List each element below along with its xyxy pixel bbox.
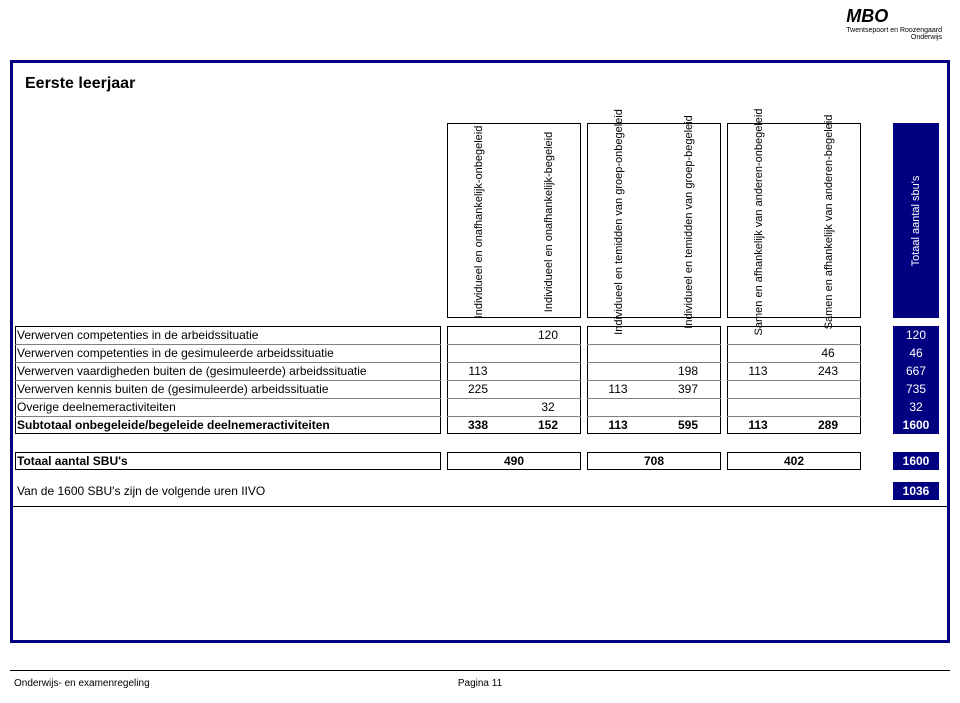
table-cell: 338 — [447, 416, 509, 434]
table-cell — [447, 398, 509, 416]
iivo-total: 1036 — [893, 482, 939, 500]
footer-left: Onderwijs- en examenregeling — [14, 678, 150, 689]
total-header: Totaal aantal sbu's — [893, 123, 939, 318]
table-cell — [727, 380, 789, 398]
table-cell: 32 — [517, 398, 579, 416]
row-label: Verwerven vaardigheden buiten de (gesimu… — [17, 362, 441, 380]
row-total: 32 — [893, 398, 939, 416]
table-cell — [517, 362, 579, 380]
table-cell — [587, 326, 649, 344]
table-cell: 243 — [797, 362, 859, 380]
table-cell — [657, 326, 719, 344]
outer-frame: Eerste leerjaar Individueel en onafhanke… — [10, 60, 950, 643]
table-cell: 113 — [587, 380, 649, 398]
table-cell — [587, 362, 649, 380]
table-cell: 120 — [517, 326, 579, 344]
table-cell — [727, 398, 789, 416]
totals-pair: 708 — [587, 452, 721, 470]
table-cell: 595 — [657, 416, 719, 434]
table-cell — [727, 326, 789, 344]
table-cell: 397 — [657, 380, 719, 398]
totals-pair: 490 — [447, 452, 581, 470]
row-label: Verwerven kennis buiten de (gesimuleerde… — [17, 380, 441, 398]
table-cell — [727, 344, 789, 362]
page: MBO Twentsepoort en Roozengaard Onderwij… — [0, 0, 960, 703]
logo-sub1: Twentsepoort en Roozengaard — [846, 27, 942, 34]
table-cell: 113 — [447, 362, 509, 380]
row-total: 120 — [893, 326, 939, 344]
row-total: 735 — [893, 380, 939, 398]
col-header-2: Individueel en onafhankelijk-begeleid — [543, 131, 555, 311]
body-area: Individueel en onafhankelijk-onbegeleid … — [13, 123, 947, 630]
row-total: 46 — [893, 344, 939, 362]
table-cell: 46 — [797, 344, 859, 362]
table-cell — [657, 398, 719, 416]
col-header-5: Samen en afhankelijk van anderen-onbegel… — [753, 108, 765, 335]
col-header-4: Individueel en temidden van groep-begele… — [683, 115, 695, 328]
totals-label-outline — [15, 452, 441, 470]
table-cell — [587, 344, 649, 362]
table-cell: 113 — [727, 362, 789, 380]
table-cell: 152 — [517, 416, 579, 434]
table-cell: 198 — [657, 362, 719, 380]
table-cell — [797, 398, 859, 416]
row-total: 667 — [893, 362, 939, 380]
row-label: Subtotaal onbegeleide/begeleide deelneme… — [17, 416, 441, 434]
header-group-2: Individueel en temidden van groep-onbege… — [587, 123, 721, 318]
row-label: Overige deelnemeractiviteiten — [17, 398, 441, 416]
table-cell — [517, 380, 579, 398]
col-header-3: Individueel en temidden van groep-onbege… — [613, 109, 625, 335]
page-title: Eerste leerjaar — [25, 75, 135, 93]
footer-divider — [10, 670, 950, 671]
logo: MBO Twentsepoort en Roozengaard Onderwij… — [846, 6, 942, 41]
logo-text: MBO — [846, 6, 888, 26]
col-header-total: Totaal aantal sbu's — [910, 175, 922, 266]
footer-center: Pagina 11 — [458, 678, 502, 689]
header-group-1: Individueel en onafhankelijk-onbegeleid … — [447, 123, 581, 318]
row-label: Verwerven competenties in de arbeidssitu… — [17, 326, 441, 344]
table-cell — [447, 344, 509, 362]
iivo-label: Van de 1600 SBU's zijn de volgende uren … — [17, 482, 265, 500]
col-header-6: Samen en afhankelijk van anderen-begelei… — [823, 114, 835, 329]
table-cell — [797, 326, 859, 344]
table-cell: 113 — [727, 416, 789, 434]
table-cell — [657, 344, 719, 362]
section-divider — [13, 506, 947, 507]
header-group-3: Samen en afhankelijk van anderen-onbegel… — [727, 123, 861, 318]
col-header-1: Individueel en onafhankelijk-onbegeleid — [473, 125, 485, 318]
table-cell — [587, 398, 649, 416]
logo-sub2: Onderwijs — [846, 34, 942, 41]
row-total: 1600 — [893, 416, 939, 434]
totals-row: Totaal aantal SBU's 4907084021600 — [13, 452, 947, 470]
table-cell — [517, 344, 579, 362]
row-label: Verwerven competenties in de gesimuleerd… — [17, 344, 441, 362]
table-cell — [797, 380, 859, 398]
table-cell: 113 — [587, 416, 649, 434]
table-cell — [447, 326, 509, 344]
table-cell: 289 — [797, 416, 859, 434]
iivo-row: Van de 1600 SBU's zijn de volgende uren … — [13, 482, 947, 500]
table-cell: 225 — [447, 380, 509, 398]
totals-pair: 402 — [727, 452, 861, 470]
totals-total: 1600 — [893, 452, 939, 470]
